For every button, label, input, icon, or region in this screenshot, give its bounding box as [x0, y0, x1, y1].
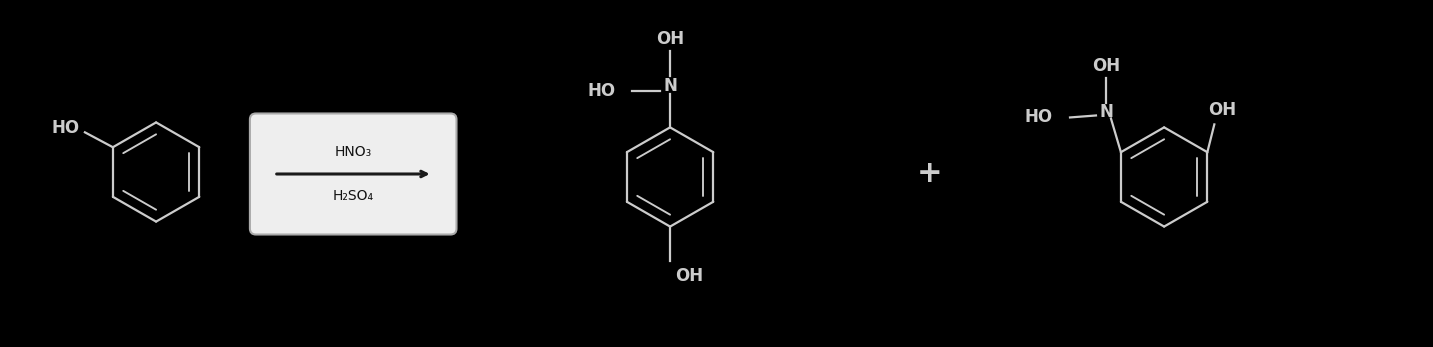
Text: OH: OH — [1208, 101, 1237, 119]
Text: HO: HO — [52, 119, 80, 137]
Text: HO: HO — [1025, 109, 1053, 126]
Text: HNO₃: HNO₃ — [334, 145, 371, 159]
Text: N: N — [663, 77, 676, 95]
Text: OH: OH — [675, 267, 704, 285]
Text: N: N — [1099, 103, 1113, 121]
Text: OH: OH — [1092, 57, 1121, 75]
Text: OH: OH — [656, 30, 684, 48]
Text: HO: HO — [588, 82, 615, 100]
Text: +: + — [917, 160, 943, 188]
Text: H₂SO₄: H₂SO₄ — [332, 189, 374, 203]
FancyBboxPatch shape — [249, 113, 457, 235]
